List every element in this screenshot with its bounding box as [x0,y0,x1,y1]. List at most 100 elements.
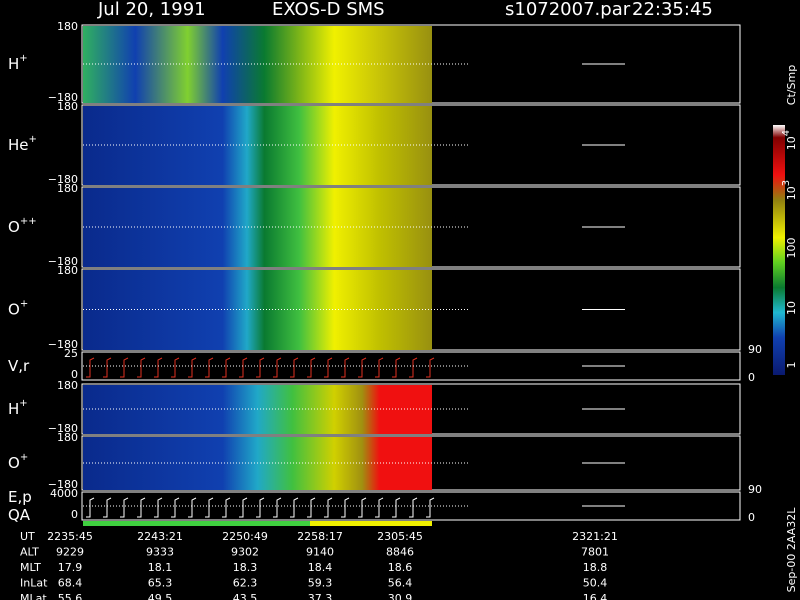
tick-label: −180 [48,338,78,351]
colorbar-label-sup: 3 [781,180,792,186]
row-value: 18.3 [233,561,258,574]
time: 22:35:45 [632,0,713,20]
colorbar-title: Ct/Smp [785,65,798,105]
colorbar-label-base: 10 [785,136,798,150]
row-value: 18.6 [388,561,413,574]
colorbar-label-base: 10 [785,186,798,200]
panel-label-base: O [8,454,20,472]
row-value: 50.4 [583,577,608,590]
tick-label: 180 [57,20,78,33]
tick-label: 180 [57,379,78,392]
instrument: EXOS-D SMS [272,0,385,20]
trace [86,357,435,378]
tick-label: −180 [48,91,78,104]
date: Jul 20, 1991 [97,0,206,20]
colorbar-label-base: 10 [785,301,798,315]
colorbar-label: 10 [785,301,798,315]
row-name: ALT [20,546,39,559]
row-value: 59.3 [308,577,333,590]
panel-label: H+ [8,398,28,418]
colorbar [773,125,785,375]
row-value: 2243:21 [137,530,183,543]
panel-label-base: QA [8,506,31,524]
colorbar-label: 104 [781,130,798,150]
row-value: 56.4 [388,577,413,590]
row-value: 2235:45 [47,530,93,543]
colorbar-label: 1 [785,362,798,369]
row-value: 62.3 [233,577,258,590]
panel-label-base: O [8,300,20,318]
tick-label: 180 [57,431,78,444]
tick-label: −180 [48,422,78,435]
panel-label: O++ [8,216,37,236]
panel-label-base: V,r [8,357,30,375]
stamp: Sep-00 2AA32L [785,507,798,593]
row-value: 2305:45 [377,530,423,543]
panel-label-sup: + [29,134,37,145]
trace [86,497,435,518]
tick-label: −180 [48,255,78,268]
tick-label: 0 [71,368,78,381]
panel-label: H+ [8,53,28,73]
row-value: 17.9 [58,561,83,574]
panel-frame [81,491,741,521]
row-value: 30.9 [388,592,413,600]
tick-label: −180 [48,173,78,186]
colorbar-label-base: 1 [785,362,798,369]
row-value: 9140 [306,546,334,559]
panel-label: QA [8,506,31,524]
panel-label: E,p [8,488,32,506]
row-value: 7801 [581,546,609,559]
file: s1072007.par [505,0,631,20]
row-value: 18.4 [308,561,333,574]
row-value: 18.1 [148,561,173,574]
tick-label: 25 [64,347,78,360]
qa-bar [83,521,432,526]
row-value: 55.6 [58,592,83,600]
panel-label: He+ [8,134,37,154]
qa-bar [310,521,432,526]
right-tick-label: 90 [748,343,762,356]
row-value: 9333 [146,546,174,559]
row-name: MLat [20,592,47,600]
row-value: 37.3 [308,592,333,600]
colorbar-label: 103 [781,180,798,200]
panel-label-sup: + [20,299,28,310]
row-name: InLat [20,577,48,590]
row-value: 18.8 [583,561,608,574]
row-name: MLT [20,561,41,574]
right-tick-label: 0 [748,511,755,524]
tick-label: 0 [71,508,78,521]
panel-label-base: H [8,55,19,73]
colorbar-label-sup: 4 [781,130,792,136]
panel-label-sup: + [20,452,28,463]
panel-label-base: O [8,218,20,236]
panel-label-sup: + [19,53,27,64]
panel-label: O+ [8,452,28,472]
row-name: UT [20,530,35,543]
row-value: 2258:17 [297,530,343,543]
row-value: 9229 [56,546,84,559]
tick-label: 4000 [50,487,78,500]
panel-frame [81,351,741,381]
row-value: 2321:21 [572,530,618,543]
row-value: 8846 [386,546,414,559]
panel-label: V,r [8,357,30,375]
panel-label-base: E,p [8,488,32,506]
row-value: 43.5 [233,592,258,600]
row-value: 2250:49 [222,530,268,543]
colorbar-label: 100 [785,238,798,259]
panel-label-sup: + [19,398,27,409]
panel-label-base: H [8,400,19,418]
tick-label: 180 [57,182,78,195]
panel-label-base: He [8,136,29,154]
row-value: 49.5 [148,592,173,600]
right-tick-label: 90 [748,483,762,496]
panel-label: O+ [8,299,28,319]
tick-label: 180 [57,264,78,277]
tick-label: −180 [48,478,78,491]
row-value: 9302 [231,546,259,559]
row-value: 16.4 [583,592,608,600]
right-tick-label: 0 [748,371,755,384]
